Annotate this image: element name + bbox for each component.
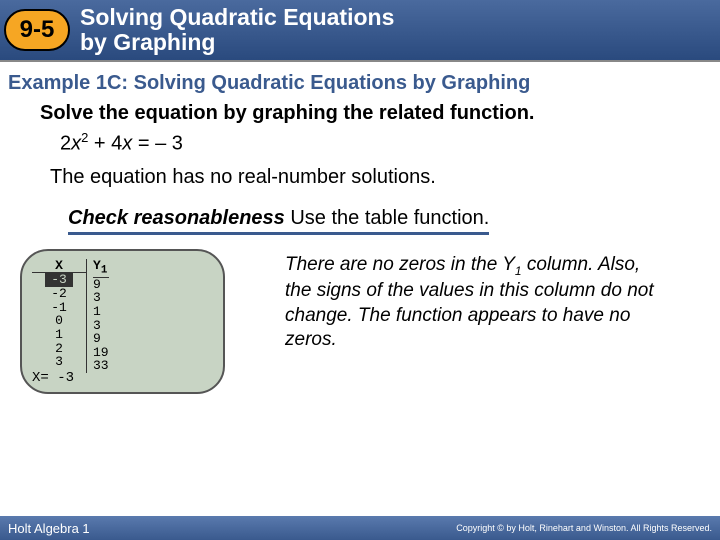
header-bar: 9-5 Solving Quadratic Equations by Graph… [0, 0, 720, 62]
check-label: Check reasonableness [68, 207, 285, 229]
calc-x-1: -2 [32, 287, 86, 301]
instruction-text: Solve the equation by graphing the relat… [40, 101, 690, 126]
footer-bar: Holt Algebra 1 Copyright © by Holt, Rine… [0, 516, 720, 540]
explain-sub: 1 [515, 263, 522, 277]
calc-head-x: X [32, 259, 86, 274]
explanation-text: There are no zeros in the Y1 column. Als… [285, 249, 665, 394]
calc-x-3: 0 [32, 314, 86, 328]
lesson-badge: 9-5 [4, 9, 70, 51]
calc-y-2: 1 [93, 305, 109, 319]
calc-x-column: X -3 -2 -1 0 1 2 3 [32, 259, 87, 373]
eq-rhs: – 3 [155, 133, 183, 155]
calc-y-column: Y1 9 3 1 3 9 19 33 [87, 259, 109, 373]
calc-y-5: 19 [93, 346, 109, 360]
calc-y-0: 9 [93, 278, 109, 292]
calc-y-1: 3 [93, 291, 109, 305]
eq-coef1: 2 [60, 133, 71, 155]
title-line-2: by Graphing [80, 30, 394, 55]
calc-y-3: 3 [93, 319, 109, 333]
equation: 2x2 + 4x = – 3 [60, 130, 720, 156]
calc-footer: X= -3 [32, 370, 74, 386]
calc-x-2: -1 [32, 301, 86, 315]
calc-x-6: 3 [32, 355, 86, 369]
eq-var2: x [122, 133, 132, 155]
calc-x-0: -3 [32, 273, 86, 287]
eq-eq: = [132, 133, 155, 155]
lesson-title: Solving Quadratic Equations by Graphing [80, 5, 394, 56]
calc-y-4: 9 [93, 332, 109, 346]
footer-right: Copyright © by Holt, Rinehart and Winsto… [456, 523, 712, 533]
title-line-1: Solving Quadratic Equations [80, 5, 394, 30]
calculator-table: X -3 -2 -1 0 1 2 3 Y1 9 3 1 3 9 19 33 X=… [20, 249, 225, 394]
check-rest: Use the table function. [285, 207, 490, 229]
eq-var1: x [71, 133, 81, 155]
lower-row: X -3 -2 -1 0 1 2 3 Y1 9 3 1 3 9 19 33 X=… [0, 249, 720, 394]
footer-left: Holt Algebra 1 [8, 521, 90, 536]
explain-t1: There are no zeros in the Y [285, 254, 515, 275]
solution-statement: The equation has no real-number solution… [50, 166, 720, 189]
calc-x-5: 2 [32, 342, 86, 356]
calc-y-6: 33 [93, 359, 109, 373]
check-line: Check reasonableness Use the table funct… [68, 207, 489, 235]
eq-plus: + 4 [88, 133, 122, 155]
example-heading: Example 1C: Solving Quadratic Equations … [8, 72, 712, 95]
calc-x-4: 1 [32, 328, 86, 342]
calc-head-y: Y1 [93, 259, 109, 278]
